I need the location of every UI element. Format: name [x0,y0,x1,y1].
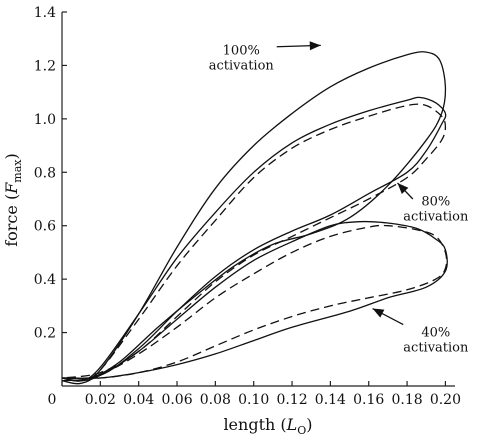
solid-loop-curve [61,96,447,382]
y-axis-label: force (Fmax) [2,153,24,247]
activation-annotation: 80% activation [403,195,469,225]
dashed-loop-curve [61,103,447,382]
x-axis-label-symbol: L [286,415,298,434]
annotation-arrowhead-icon [372,308,385,318]
y-axis-label-main: force ( [2,194,21,247]
y-tick-label: 0.8 [34,165,56,181]
x-tick-label: 0.04 [123,392,154,408]
curves-layer [61,51,448,385]
x-ticks: 0 0.02 0.04 0.06 0.08 0.10 0.12 0.14 0.16 0.18 0.2… [48,381,461,408]
y-ticks: 0.2 0.4 0.6 0.8 1.0 1.2 1.4 [34,5,67,342]
x-axis-label: length (LO) [223,415,312,437]
y-tick-label: 0.2 [34,326,56,342]
y-axis-label-symbol: F [2,182,21,195]
y-tick-label: 1.2 [34,58,56,74]
x-axis-label-main: length ( [223,415,286,434]
x-axis-label-close: ) [306,415,312,434]
x-tick-label: 0.16 [353,392,384,408]
y-tick-label: 1.4 [34,5,56,21]
y-tick-label: 0.6 [34,219,56,235]
dashed-loop-curve [61,224,448,382]
y-tick-label: 0.4 [34,272,56,288]
x-tick-label: 0.18 [391,392,422,408]
activation-annotation: 100% activation [209,44,275,74]
y-tick-label: 1.0 [34,112,56,128]
x-tick-label: 0 [48,392,57,408]
y-axis-label-close: ) [2,153,21,159]
activation-annotation: 40% activation [403,326,469,356]
x-tick-label: 0.14 [315,392,346,408]
x-tick-label: 0.02 [85,392,116,408]
x-tick-label: 0.20 [430,392,461,408]
x-tick-label: 0.06 [161,392,192,408]
x-tick-label: 0.12 [276,392,307,408]
x-tick-label: 0.08 [200,392,231,408]
x-axis-label-subscript: O [297,424,306,437]
x-tick-label: 0.10 [238,392,269,408]
y-axis-label-subscript: max [11,159,24,183]
solid-loop-curve [61,51,447,385]
annotation-arrowhead-icon [397,182,409,195]
solid-loop-curve [61,220,448,382]
annotation-arrowhead-icon [309,41,321,51]
annotations-layer: 100% activation 80% activation 40% activation [209,41,469,356]
